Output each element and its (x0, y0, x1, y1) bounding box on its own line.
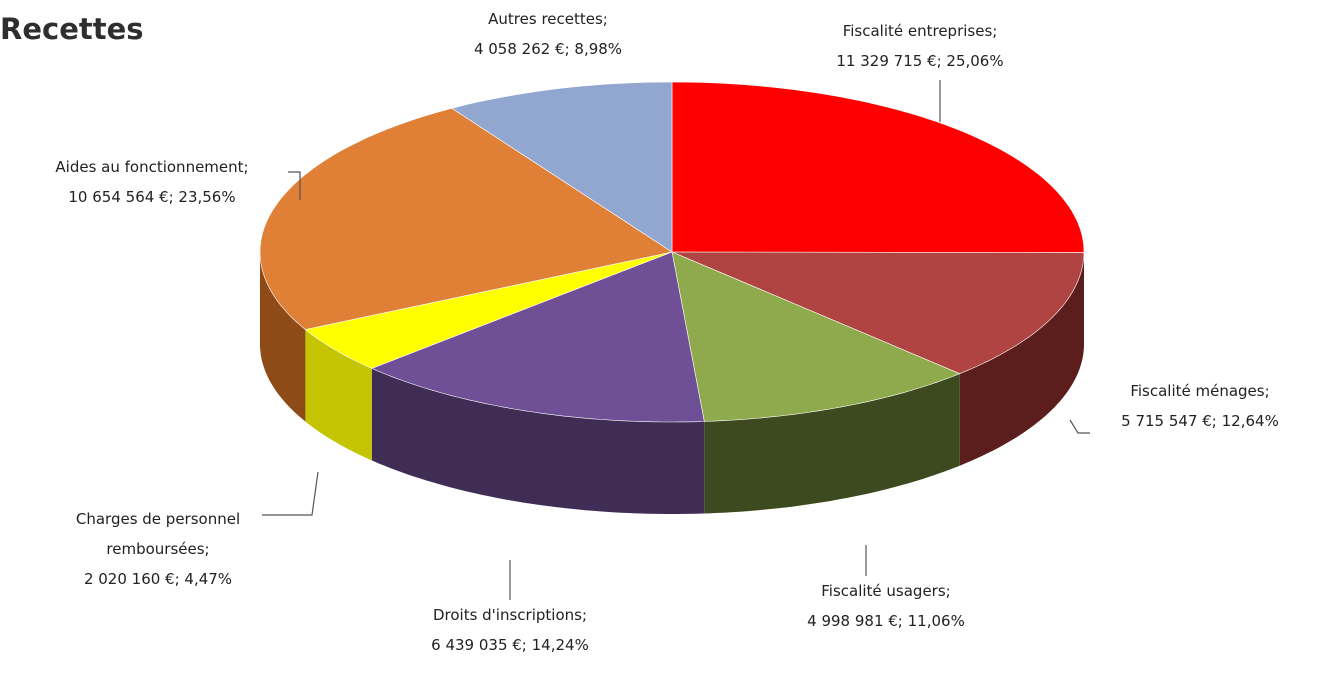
pie-side-charges-de-personnel-remboursees (305, 329, 372, 461)
pie-side-droits-d-inscriptions (371, 368, 705, 514)
slice-label-line: Aides au fonctionnement; (55, 158, 248, 176)
slice-label-fiscalite-usagers: Fiscalité usagers; 4 998 981 €; 11,06% (807, 582, 965, 630)
slice-label-line: Autres recettes; (488, 10, 608, 28)
slice-label-line: Droits d'inscriptions; (433, 606, 587, 624)
slice-label-line: 5 715 547 €; 12,64% (1121, 412, 1279, 430)
slice-label-line: 6 439 035 €; 14,24% (431, 636, 589, 654)
pie-slice-autres-recettes (451, 81, 673, 253)
leader-lines (262, 80, 1090, 600)
slice-label-aides-au-fonctionnement: Aides au fonctionnement; 10 654 564 €; 23… (55, 158, 248, 206)
slice-label-droits-d-inscriptions: Droits d'inscriptions; 6 439 035 €; 14,24… (431, 606, 589, 654)
pie-sides (260, 252, 1084, 514)
pie-side-fiscalite-menages (959, 252, 1084, 466)
slice-label-line: 4 058 262 €; 8,98% (474, 40, 622, 58)
pie-slice-fiscalite-usagers (671, 251, 961, 422)
slice-label-line: Fiscalité entreprises; (843, 22, 998, 40)
pie-slice-charges-de-personnel-remboursees (304, 251, 673, 369)
leader-line-aides-au-fonctionnement (288, 171, 301, 200)
page-title: Recettes (0, 12, 144, 46)
leader-line-charges-de-personnel-remboursees (262, 471, 319, 516)
slice-label-line: remboursées; (106, 540, 209, 558)
pie-slice-droits-d-inscriptions (371, 251, 705, 423)
pie-slice-aides-au-fonctionnement (259, 107, 673, 330)
pie-slice-fiscalite-entreprises (671, 81, 1085, 253)
slice-label-fiscalite-entreprises: Fiscalité entreprises; 11 329 715 €; 25,0… (836, 22, 1003, 70)
slice-label-line: 11 329 715 €; 25,06% (836, 52, 1003, 70)
slice-label-charges-de-personnel-remboursees: Charges de personnel remboursées; 2 020 16… (76, 510, 240, 588)
slice-label-line: 4 998 981 €; 11,06% (807, 612, 965, 630)
pie-side-fiscalite-usagers (704, 373, 960, 514)
slice-label-line: Fiscalité usagers; (821, 582, 950, 600)
slice-label-line: 10 654 564 €; 23,56% (68, 188, 235, 206)
slice-label-autres-recettes: Autres recettes; 4 058 262 €; 8,98% (474, 10, 622, 58)
slice-label-line: Fiscalité ménages; (1130, 382, 1269, 400)
slice-label-fiscalite-menages: Fiscalité ménages; 5 715 547 €; 12,64% (1121, 382, 1279, 430)
pie-tops (259, 81, 1085, 423)
slice-label-line: 2 020 160 €; 4,47% (84, 570, 232, 588)
pie-side-aides-au-fonctionnement (260, 252, 306, 422)
leader-line-fiscalite-menages (1069, 419, 1090, 434)
slice-label-line: Charges de personnel (76, 510, 240, 528)
pie-slice-fiscalite-menages (671, 251, 1085, 375)
slice-labels: Fiscalité entreprises; 11 329 715 €; 25,0… (55, 10, 1278, 654)
